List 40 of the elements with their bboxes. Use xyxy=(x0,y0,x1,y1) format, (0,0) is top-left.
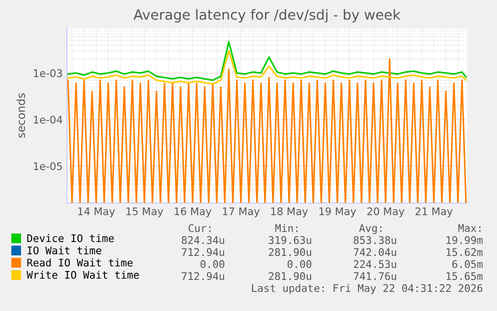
text: Max: xyxy=(458,224,480,232)
text: 853.38u xyxy=(354,236,396,244)
y-tick-label: 1e-05 xyxy=(34,162,62,170)
text: 281.90u xyxy=(268,248,312,256)
y-tick-label: 1e-03 xyxy=(34,69,62,78)
line-series xyxy=(67,50,467,85)
y-tick-label: 1e-04 xyxy=(34,116,62,124)
text: Last update: Fri May 22 04:31:22 2026 xyxy=(252,284,482,294)
text: 0.00 xyxy=(200,260,224,268)
line-series xyxy=(67,41,467,81)
x-tick-label: 17 May xyxy=(222,207,260,218)
legend-label: Device IO time xyxy=(27,234,114,242)
x-tick-label: 15 May xyxy=(126,207,164,218)
x-tick-label: 21 May xyxy=(416,207,453,218)
text: 712.94u xyxy=(182,248,224,256)
text: 824.34u xyxy=(182,236,224,244)
text: 6.05m xyxy=(452,260,483,268)
text: 15.65m xyxy=(446,272,483,280)
text: 712.94u xyxy=(182,272,224,280)
x-tick-label: 20 May xyxy=(367,207,404,218)
text: 742.04u xyxy=(354,248,396,256)
x-tick-label: 16 May xyxy=(174,207,212,218)
text: 15.62m xyxy=(446,248,483,256)
text: Min: xyxy=(275,224,298,232)
legend-label: Write IO Wait time xyxy=(26,270,139,279)
y-axis-title: seconds xyxy=(16,93,26,138)
text: 281.90u xyxy=(268,272,312,280)
text: 319.63u xyxy=(268,236,312,244)
text: 741.76u xyxy=(354,272,396,280)
x-tick-label: 14 May xyxy=(78,207,115,218)
chart-title: Average latency for /dev/sdj - by week xyxy=(134,9,400,23)
legend-label: IO Wait time xyxy=(28,246,102,254)
x-tick-label: 19 May xyxy=(319,207,356,218)
text: Avg: xyxy=(359,224,382,234)
text: 19.99m xyxy=(446,236,483,244)
text: 0.00 xyxy=(288,260,312,268)
text: Cur: xyxy=(188,224,210,232)
x-tick-label: 18 May xyxy=(271,207,308,218)
text: 224.53u xyxy=(354,260,396,268)
legend-label: Read IO Wait time xyxy=(27,258,133,267)
